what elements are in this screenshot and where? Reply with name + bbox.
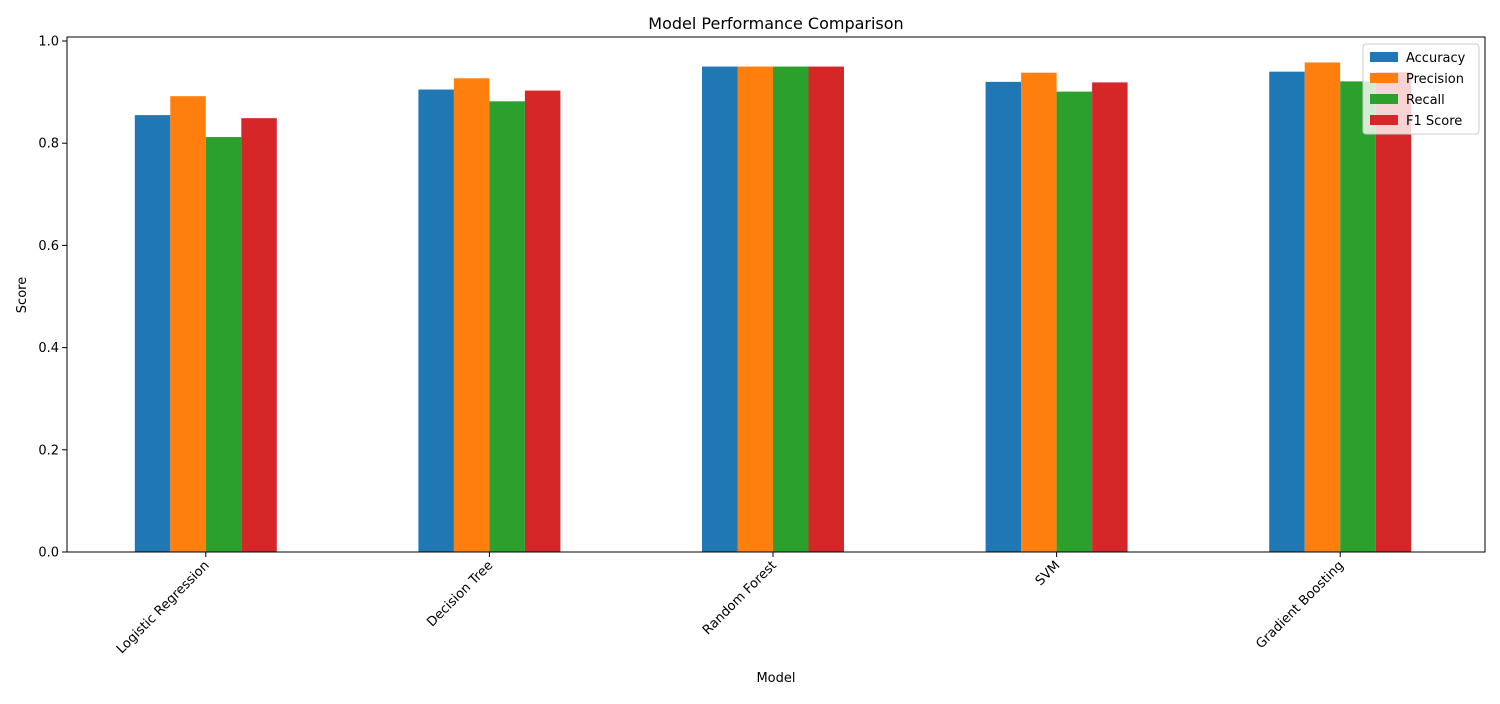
bar-f1-score-svm <box>1092 82 1128 552</box>
bar-precision-svm <box>1021 72 1057 553</box>
bar-accuracy-decision-tree <box>418 89 454 552</box>
bar-recall-gradient-boosting <box>1340 81 1376 553</box>
bar-recall-decision-tree <box>489 101 525 553</box>
bar-accuracy-svm <box>985 81 1022 552</box>
legend-swatch <box>1370 94 1398 104</box>
bar-f1-score-logistic-regression <box>241 118 277 552</box>
legend-box <box>1362 43 1480 135</box>
bar-recall-svm <box>1056 91 1093 552</box>
legend-label: Recall <box>1406 93 1445 108</box>
bar-accuracy-random-forest <box>702 66 738 553</box>
bar-precision-logistic-regression <box>170 96 206 552</box>
bar-f1-score-random-forest <box>808 66 844 553</box>
y-tick-label: 1.0 <box>38 35 59 50</box>
plot-frame <box>66 36 1486 553</box>
y-tick-label: 0.6 <box>38 239 59 254</box>
bar-recall-logistic-regression <box>205 137 242 552</box>
bar-precision-decision-tree <box>453 78 490 553</box>
y-tick-label: 0.8 <box>38 137 59 152</box>
y-tick-label: 0.2 <box>38 443 59 458</box>
bar-f1-score-decision-tree <box>524 90 561 552</box>
legend-label: F1 Score <box>1406 114 1462 129</box>
legend-swatch <box>1370 52 1398 62</box>
y-tick-label: 0.0 <box>38 546 59 561</box>
x-axis-label: Model <box>756 671 795 686</box>
chart-title: Model Performance Comparison <box>648 14 903 33</box>
legend-swatch <box>1370 115 1398 125</box>
legend-label: Accuracy <box>1406 51 1466 66</box>
y-axis: 0.0 0.2 0.4 0.6 0.8 1.0 <box>38 35 67 561</box>
legend: Accuracy Precision Recall F1 Score <box>1362 43 1480 135</box>
bar-recall-random-forest <box>773 66 809 553</box>
y-tick-label: 0.4 <box>38 341 59 356</box>
bar-f1-score-gradient-boosting <box>1375 72 1412 553</box>
bar-accuracy-gradient-boosting <box>1269 71 1305 552</box>
bar-accuracy-logistic-regression <box>134 115 171 552</box>
bar-precision-gradient-boosting <box>1304 62 1341 553</box>
legend-swatch <box>1370 73 1398 83</box>
legend-label: Precision <box>1406 72 1464 87</box>
bar-precision-random-forest <box>737 66 773 553</box>
y-axis-label: Score <box>15 277 30 313</box>
bars-group <box>134 62 1412 553</box>
